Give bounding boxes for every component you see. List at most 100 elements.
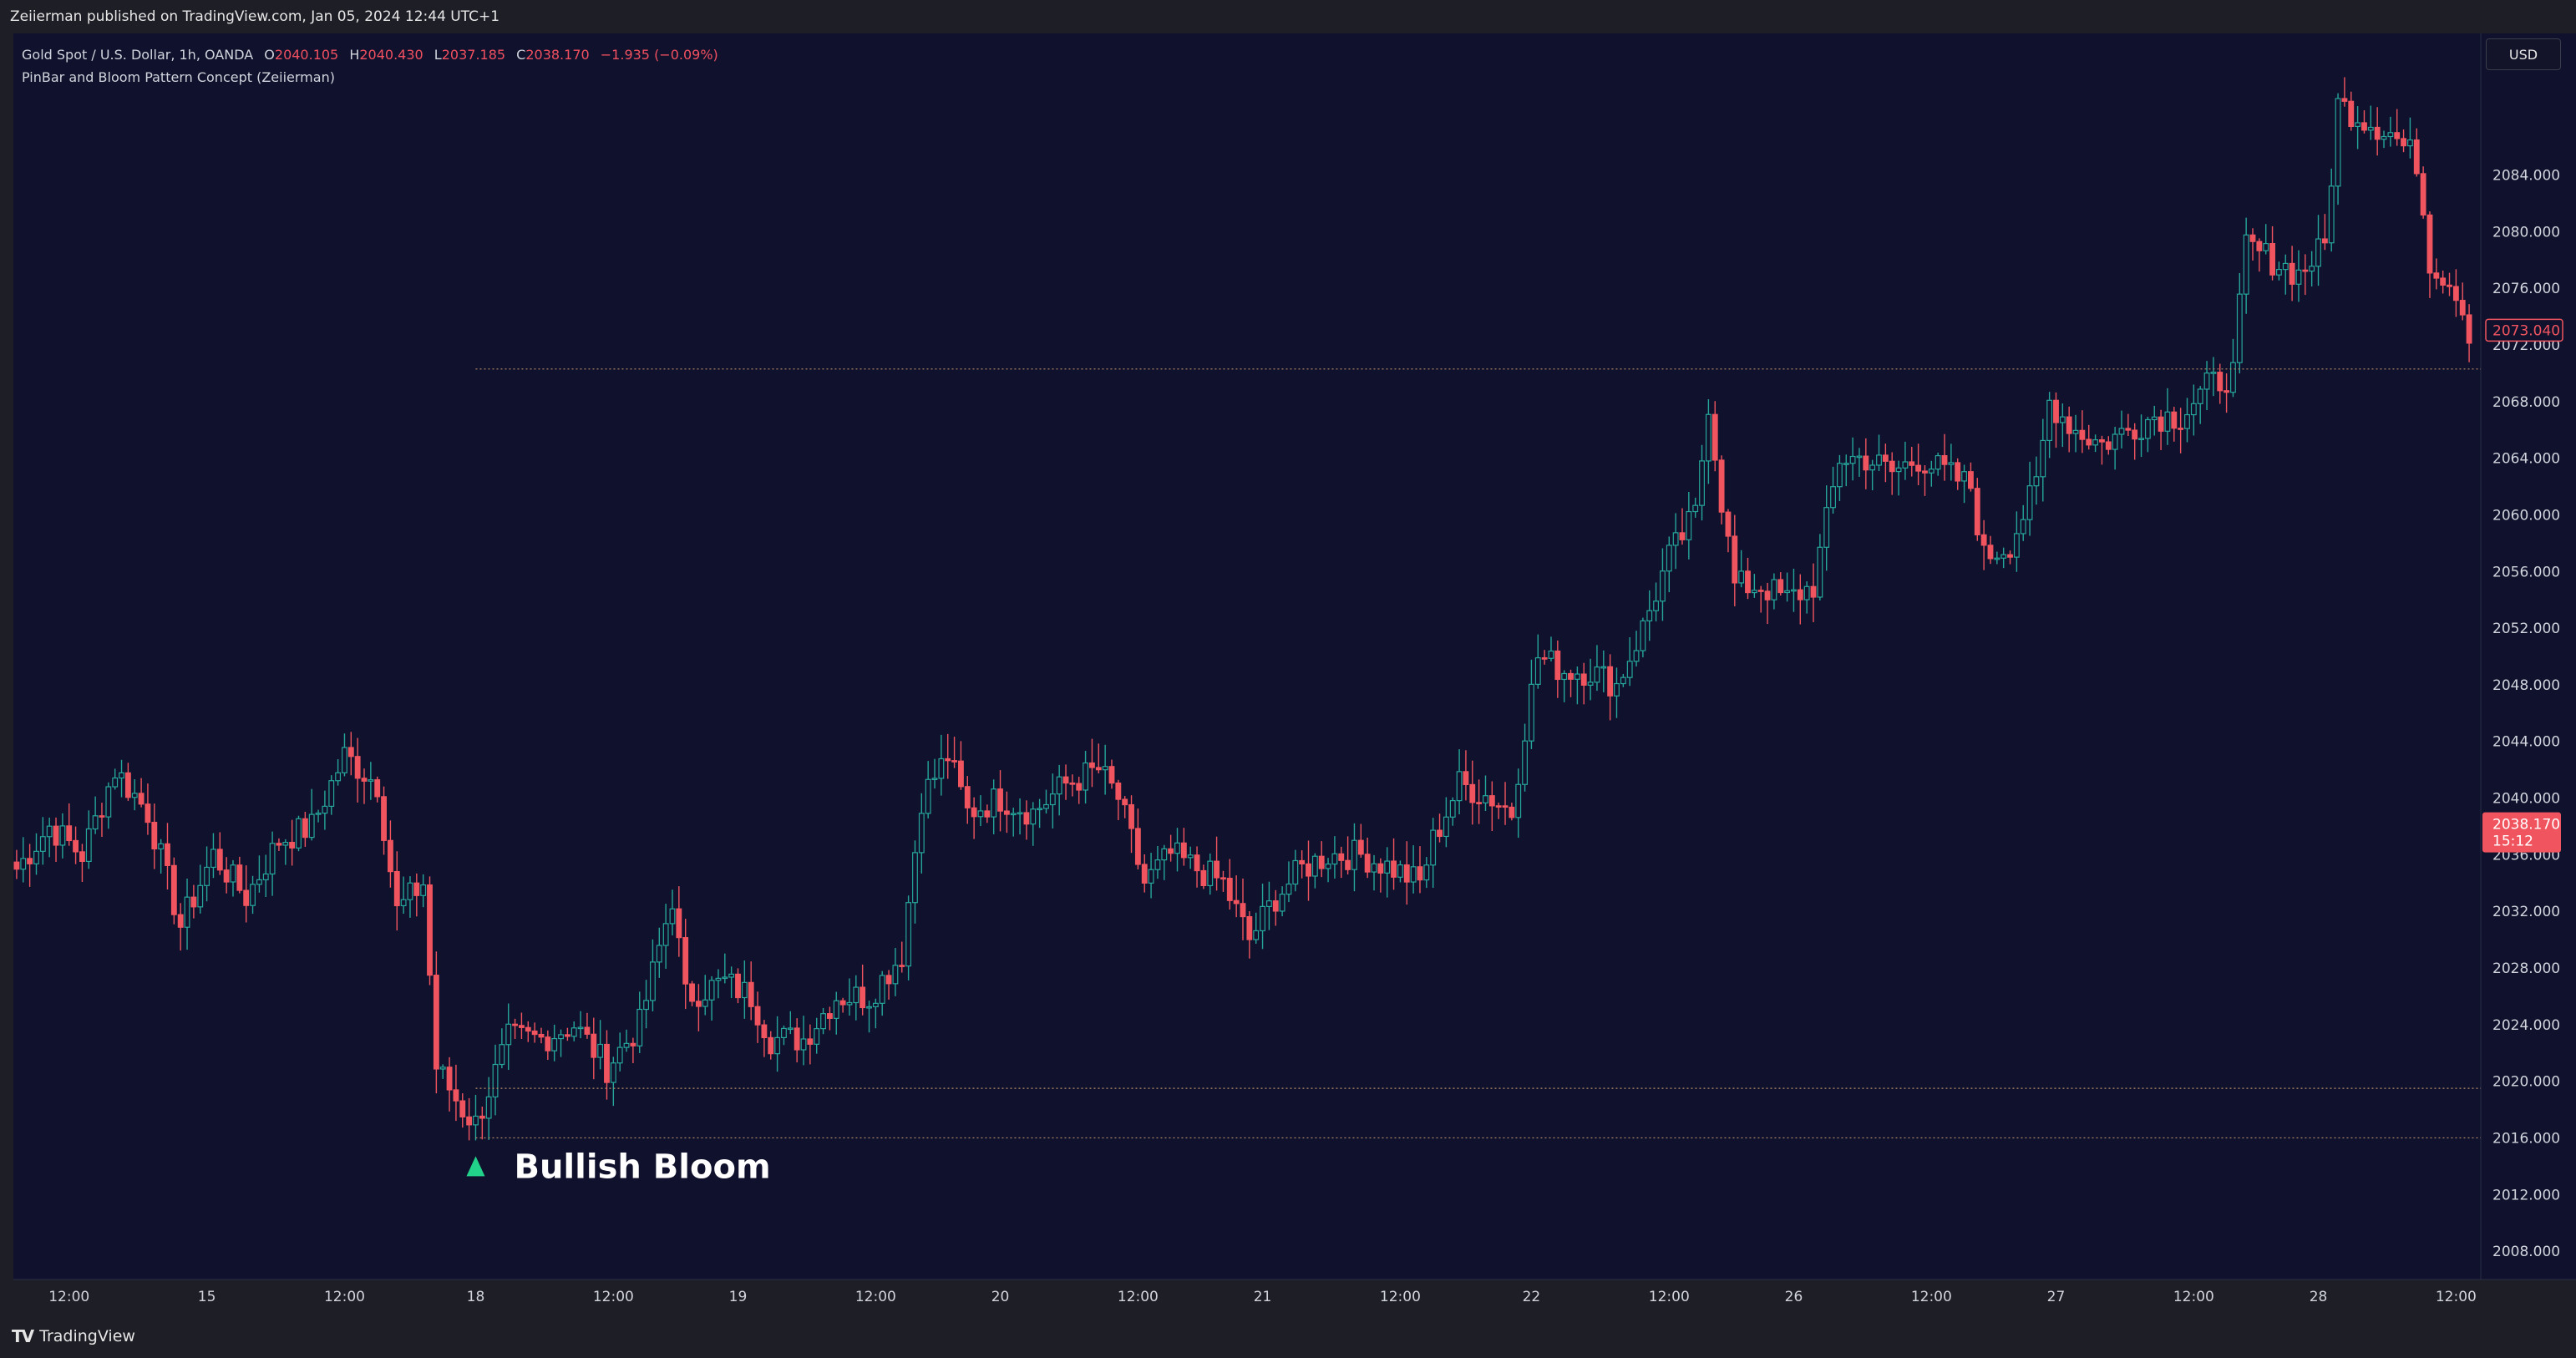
candle (2420, 166, 2426, 219)
candle-body (2197, 388, 2203, 404)
candle-body (2112, 433, 2118, 450)
candle (853, 975, 860, 1021)
candle (2092, 434, 2099, 453)
candle-body (2466, 314, 2472, 344)
candle (1823, 485, 1830, 571)
candle (1967, 462, 1974, 492)
candle-body (2210, 372, 2217, 374)
candle (99, 803, 105, 838)
candle-body (473, 1115, 479, 1126)
candle (2000, 547, 2007, 569)
candle (1069, 774, 1076, 797)
candle-body (1134, 828, 1141, 865)
candle (702, 975, 708, 1016)
last-price-label: 2038.170 (2492, 817, 2560, 834)
candle (1207, 854, 1214, 895)
candle (931, 758, 938, 789)
candle-body (328, 780, 335, 807)
candle (1311, 853, 1318, 889)
candle (1023, 800, 1030, 840)
candle (551, 1024, 558, 1062)
candle-body (1483, 795, 1488, 803)
legend-open-label: O (264, 47, 275, 63)
y-tick-label: 2084.000 (2492, 168, 2560, 185)
currency-button[interactable]: USD (2486, 38, 2561, 70)
candle (1568, 669, 1574, 697)
candle-body (676, 908, 682, 939)
candle-body (1220, 877, 1226, 880)
candle (368, 762, 374, 800)
candle (2210, 357, 2217, 397)
candle-body (761, 1024, 768, 1039)
x-tick-label: 19 (729, 1289, 748, 1305)
candle-body (1856, 455, 1863, 459)
candle-body (715, 977, 722, 981)
candle-body (73, 839, 79, 853)
candle (918, 793, 925, 874)
candle-body (250, 884, 256, 906)
bullish-arrow-icon (466, 1156, 485, 1177)
candle-body (145, 803, 151, 823)
candle-body (165, 843, 170, 866)
tradingview-logo[interactable]: TV TradingView (12, 1326, 135, 1346)
legend-close-value: 2038.170 (525, 47, 590, 63)
legend-low-label: L (434, 47, 442, 63)
candle-body (814, 1028, 820, 1045)
candle (1757, 585, 1764, 613)
candle-body (662, 923, 669, 946)
candle-body (1214, 860, 1220, 879)
candle-body (2328, 185, 2335, 244)
legend-indicator[interactable]: PinBar and Bloom Pattern Concept (Zeiier… (22, 69, 335, 85)
candle-body (610, 1062, 616, 1083)
candle-body (1751, 590, 1757, 594)
x-tick-label: 20 (991, 1289, 1010, 1305)
candle-body (872, 1002, 879, 1008)
candle (2230, 338, 2236, 398)
candle (1797, 574, 1803, 625)
candle (957, 741, 964, 790)
candle (833, 991, 839, 1035)
candle (1961, 464, 1967, 504)
candle (892, 948, 899, 996)
candle (1338, 846, 1345, 879)
level-price-box (2485, 318, 2563, 342)
candle-body (1987, 545, 1994, 560)
candle-body (433, 975, 439, 1070)
candle-body (853, 986, 860, 1004)
candle-body (833, 1000, 839, 1019)
candle (545, 1030, 551, 1060)
candle-body (1083, 762, 1089, 791)
y-tick-label: 2044.000 (2492, 734, 2560, 751)
candle-body (931, 778, 938, 781)
candle (1587, 658, 1594, 701)
candle (197, 864, 204, 914)
candle (1987, 535, 1994, 565)
candle-body (1791, 589, 1797, 592)
candle (2144, 417, 2151, 453)
candle (1515, 768, 1522, 839)
candle (1194, 846, 1200, 888)
candle (708, 975, 715, 1021)
candle (787, 1011, 794, 1035)
candle-body (1338, 853, 1345, 861)
candle-body (2321, 238, 2328, 244)
candle-body (2447, 284, 2452, 287)
candle (210, 833, 216, 879)
x-tick-label: 12:00 (593, 1289, 634, 1305)
candle (1476, 779, 1483, 824)
candle (754, 991, 761, 1043)
candle (1836, 454, 1843, 501)
candle (2053, 392, 2059, 448)
candle (66, 803, 73, 846)
candle-body (604, 1043, 610, 1083)
candle-body (781, 1027, 787, 1038)
candle (964, 776, 971, 824)
candle-body (1764, 590, 1771, 600)
candle-body (1161, 848, 1168, 861)
candle-body (1626, 661, 1633, 678)
candle-body (393, 870, 400, 907)
candle-body (296, 818, 302, 849)
candle-body (1403, 864, 1410, 883)
price-chart[interactable]: 2008.000 2012.000 2016.000 2020.000 2024.000… (0, 33, 2576, 1313)
legend-high-label: H (349, 47, 360, 63)
